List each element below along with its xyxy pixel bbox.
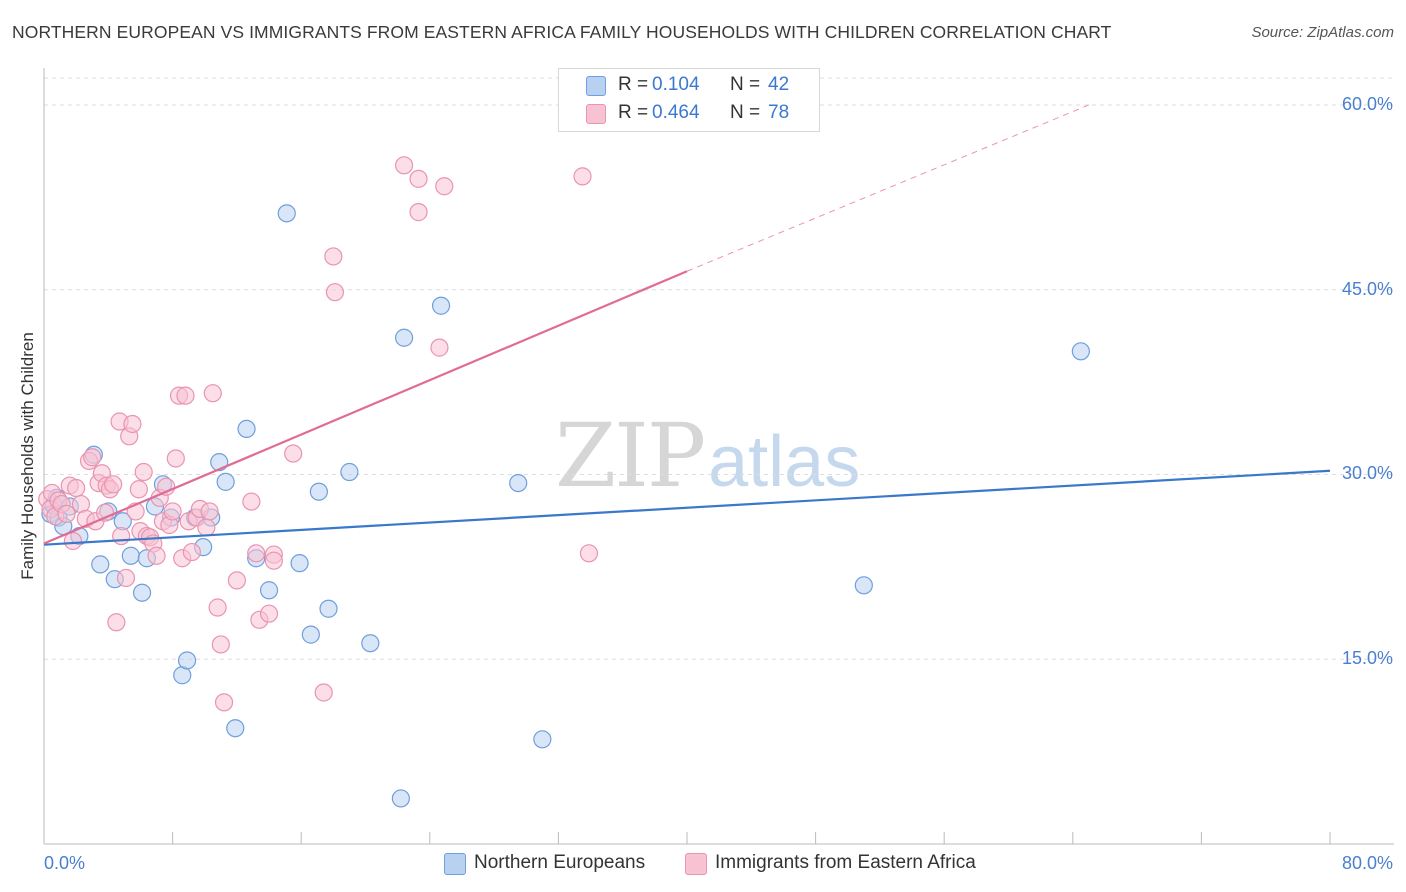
point-northern-europeans: [1071, 342, 1090, 361]
series-swatch-blue: [444, 853, 466, 875]
axes: [43, 68, 1394, 845]
x-tick-label-max: 80.0%: [1341, 853, 1393, 873]
point-eastern-africa: [176, 386, 195, 405]
legend-swatch-blue: [586, 76, 606, 96]
point-eastern-africa: [67, 478, 86, 498]
point-eastern-africa: [227, 571, 246, 590]
series-swatch-pink: [685, 853, 707, 875]
point-northern-europeans: [177, 651, 197, 670]
grid-lines: [44, 77, 1394, 660]
point-eastern-africa: [314, 683, 333, 702]
point-northern-europeans: [319, 599, 338, 618]
point-eastern-africa: [200, 502, 219, 521]
y-tick-label: 30.0%: [1341, 463, 1393, 484]
point-northern-europeans: [132, 583, 152, 602]
legend-n-label: N =: [730, 102, 761, 123]
trend-line-northern-europeans: [43, 469, 1331, 546]
series-label: Immigrants from Eastern Africa: [715, 852, 976, 873]
legend-n-value: 42: [768, 74, 790, 95]
point-northern-europeans: [340, 462, 359, 482]
point-northern-europeans: [394, 328, 414, 347]
point-eastern-africa: [163, 502, 182, 521]
data-points: [38, 156, 1090, 808]
point-eastern-africa: [409, 203, 428, 222]
point-eastern-africa: [211, 635, 230, 654]
point-eastern-africa: [134, 462, 153, 482]
point-northern-europeans: [91, 555, 110, 574]
trend-line-eastern-africa: [43, 270, 688, 545]
legend-n-value: 78: [768, 102, 790, 123]
y-tick-label: 15.0%: [1341, 648, 1393, 669]
point-eastern-africa: [394, 156, 414, 175]
point-eastern-africa: [123, 414, 142, 434]
point-eastern-africa: [57, 504, 76, 523]
point-northern-europeans: [361, 634, 380, 653]
point-northern-europeans: [237, 419, 256, 439]
point-eastern-africa: [573, 167, 592, 186]
legend-r-value: 0.464: [652, 102, 700, 123]
point-eastern-africa: [325, 283, 345, 302]
x-tick-label-min: 0.0%: [44, 853, 86, 873]
point-eastern-africa: [63, 531, 83, 551]
point-eastern-africa: [247, 544, 266, 563]
y-tick-label: 45.0%: [1341, 278, 1393, 299]
point-eastern-africa: [579, 544, 599, 563]
point-eastern-africa: [409, 169, 428, 188]
point-eastern-africa: [182, 542, 201, 562]
point-northern-europeans: [290, 554, 309, 573]
chart-source: Source: ZipAtlas.com: [1251, 24, 1394, 41]
point-eastern-africa: [107, 613, 126, 632]
series-legend: Northern Europeans Immigrants from Easte…: [0, 852, 1406, 876]
legend-swatch-pink: [586, 104, 606, 124]
point-eastern-africa: [166, 449, 185, 468]
point-eastern-africa: [104, 475, 123, 494]
legend: R = 0.104 N = 42 R = 0.464 N = 78: [558, 68, 820, 132]
point-eastern-africa: [112, 526, 131, 546]
point-northern-europeans: [301, 625, 320, 644]
point-eastern-africa: [324, 247, 343, 266]
point-eastern-africa: [208, 598, 227, 617]
point-northern-europeans: [226, 719, 245, 738]
point-eastern-africa: [197, 518, 216, 537]
point-eastern-africa: [203, 384, 222, 403]
point-eastern-africa: [259, 604, 279, 623]
point-eastern-africa: [83, 448, 102, 467]
point-northern-europeans: [391, 789, 410, 808]
point-eastern-africa: [435, 177, 454, 196]
point-eastern-africa: [242, 492, 261, 511]
point-northern-europeans: [259, 581, 279, 600]
legend-r-label: R =: [618, 74, 649, 95]
point-northern-europeans: [533, 730, 552, 749]
point-northern-europeans: [509, 473, 528, 493]
legend-r-label: R =: [618, 102, 649, 123]
point-northern-europeans: [121, 546, 140, 565]
point-northern-europeans: [431, 296, 451, 315]
point-eastern-africa: [284, 444, 303, 463]
point-eastern-africa: [264, 551, 283, 570]
legend-n-label: N =: [730, 74, 761, 95]
chart-title: NORTHERN EUROPEAN VS IMMIGRANTS FROM EAS…: [12, 22, 1112, 42]
point-eastern-africa: [430, 338, 449, 357]
point-eastern-africa: [116, 568, 136, 588]
point-eastern-africa: [147, 546, 166, 565]
point-northern-europeans: [277, 204, 296, 223]
point-eastern-africa: [214, 693, 234, 712]
point-northern-europeans: [216, 472, 235, 491]
trend-lines: [43, 104, 1331, 546]
series-label: Northern Europeans: [474, 852, 646, 873]
point-eastern-africa: [129, 480, 148, 499]
legend-r-value: 0.104: [652, 74, 700, 95]
y-tick-label: 60.0%: [1341, 93, 1393, 114]
point-northern-europeans: [309, 482, 328, 501]
point-northern-europeans: [854, 576, 873, 595]
y-axis-title: Family Households with Children: [18, 332, 37, 580]
